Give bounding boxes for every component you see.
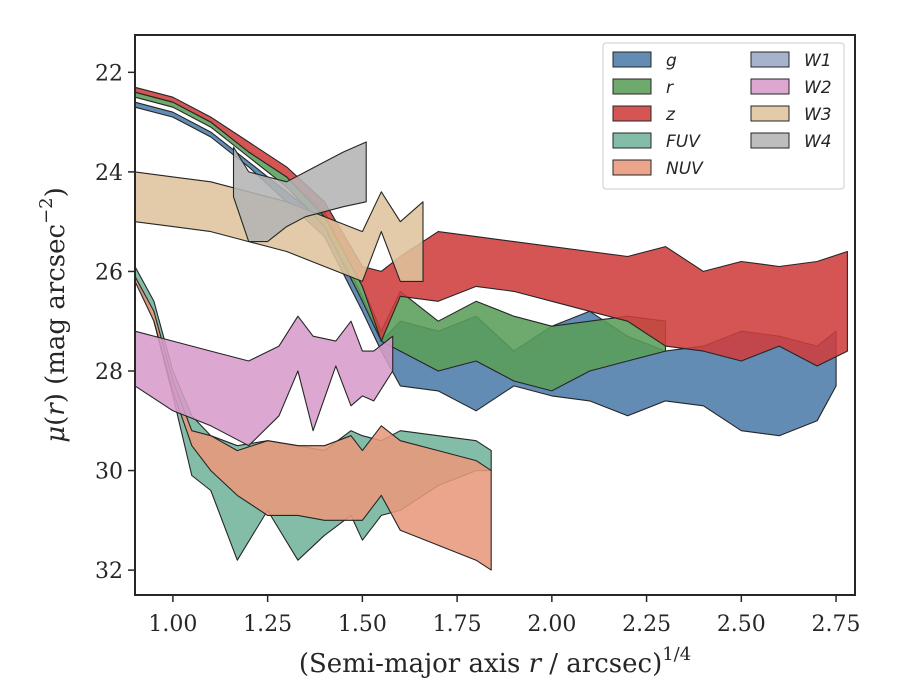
x-axis-ticks: 1.00 1.25 1.50 1.75 2.00 2.25 2.50 2.75 bbox=[148, 595, 861, 637]
x-axis-label: (Semi-major axis r / arcsec)1/4 bbox=[299, 644, 691, 679]
legend-swatch-fuv bbox=[612, 132, 652, 149]
legend-swatch-w4 bbox=[750, 132, 790, 149]
legend-label-w1: W1 bbox=[804, 51, 832, 71]
y-tick-label: 30 bbox=[95, 460, 123, 485]
x-tick-label: 1.75 bbox=[433, 612, 482, 637]
x-tick-label: 1.25 bbox=[243, 612, 292, 637]
area-series-group bbox=[134, 86, 848, 571]
legend-label-w4: W4 bbox=[804, 132, 832, 152]
legend-label-nuv: NUV bbox=[666, 159, 704, 179]
legend-label-w2: W2 bbox=[804, 78, 832, 98]
legend: grz FUV NUV W1 W2 W3 W4 bbox=[602, 42, 845, 190]
x-tick-label: 2.50 bbox=[717, 612, 766, 637]
y-tick-label: 26 bbox=[95, 260, 123, 285]
x-tick-label: 1.00 bbox=[148, 612, 197, 637]
y-tick-label: 32 bbox=[95, 559, 123, 584]
legend-label-w3: W3 bbox=[804, 105, 832, 125]
y-tick-label: 22 bbox=[95, 61, 123, 86]
legend-label-z: z bbox=[665, 105, 676, 125]
y-axis-ticks: 22 24 26 28 30 32 bbox=[95, 61, 135, 584]
plot-frame bbox=[134, 34, 856, 596]
x-tick-label: 1.50 bbox=[338, 612, 387, 637]
legend-swatch-w3 bbox=[750, 105, 790, 122]
y-tick-label: 24 bbox=[95, 161, 123, 186]
legend-swatch-r bbox=[612, 78, 652, 95]
area-w4 bbox=[232, 141, 367, 243]
area-z bbox=[134, 86, 848, 367]
legend-label-fuv: FUV bbox=[666, 132, 701, 152]
y-axis-label: μ(r) (mag arcsec−2) bbox=[36, 187, 71, 443]
area-nuv bbox=[134, 275, 492, 571]
legend-swatch-z bbox=[612, 105, 652, 122]
x-tick-label: 2.75 bbox=[812, 612, 861, 637]
legend-swatch-nuv bbox=[612, 159, 652, 176]
legend-label-g: g bbox=[666, 51, 677, 71]
y-tick-label: 28 bbox=[95, 360, 123, 385]
legend-label-r: r bbox=[666, 78, 674, 98]
x-tick-label: 2.25 bbox=[622, 612, 671, 637]
legend-swatch-g bbox=[612, 51, 652, 68]
legend-swatch-w1 bbox=[750, 51, 790, 68]
area-w2 bbox=[134, 315, 394, 447]
x-tick-label: 2.00 bbox=[527, 612, 576, 637]
legend-swatch-w2 bbox=[750, 78, 790, 95]
